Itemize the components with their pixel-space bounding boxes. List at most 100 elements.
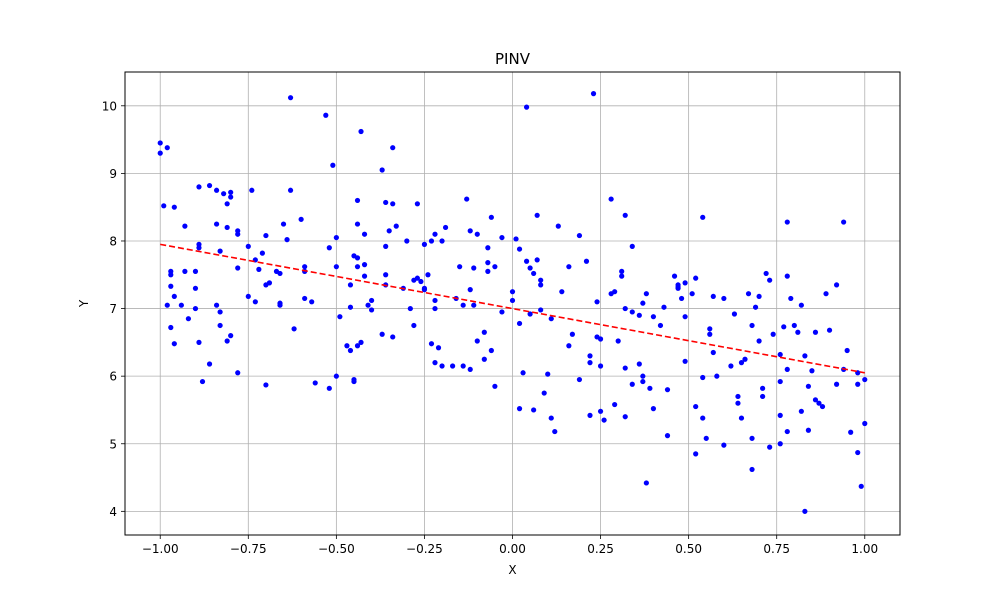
data-point [833,381,840,387]
y-tick-label: 4 [109,505,117,519]
data-point [777,412,783,418]
data-point [192,268,199,274]
data-point [213,187,220,193]
data-point [612,401,618,408]
y-tick-label: 9 [109,167,117,181]
data-point [538,307,544,313]
data-point [368,297,375,304]
data-point [256,266,262,272]
data-point [277,270,283,277]
data-point [245,243,251,249]
data-point [481,356,487,362]
data-point [678,295,685,302]
data-point [738,360,745,366]
data-point [576,232,583,239]
data-point [693,275,699,281]
data-point [833,282,840,288]
data-point [228,333,234,339]
data-point [354,264,361,270]
data-point [221,191,227,197]
x-axis-label: X [508,563,516,577]
data-point [784,366,790,373]
data-point [192,285,199,291]
data-point [333,234,339,241]
data-point [347,282,354,288]
data-point [587,412,593,418]
data-point [393,223,399,229]
x-tick-label: −1.00 [142,542,179,556]
data-point [432,231,438,237]
data-point [788,295,794,302]
data-point [439,363,445,369]
data-point [361,273,368,279]
data-point [812,397,819,403]
data-point [263,232,269,239]
data-point [650,406,657,412]
data-point [499,234,505,241]
x-tick-label: 0.75 [763,542,790,556]
data-point [354,255,361,261]
data-point [798,408,804,414]
data-point [802,508,808,514]
data-point [576,376,583,383]
data-point [414,201,420,207]
data-point [682,314,688,320]
data-point [826,327,833,333]
data-point [358,339,364,345]
data-point [597,408,604,414]
data-point [823,291,829,297]
data-point [178,302,184,308]
data-point [812,329,819,335]
data-point [752,304,759,310]
data-point [738,415,745,421]
data-point [383,243,389,249]
data-point [594,299,600,305]
data-point [418,278,424,285]
data-point [196,245,202,251]
data-point [664,433,671,439]
data-point [361,231,368,237]
x-tick-label: 1.00 [851,542,878,556]
data-point [636,312,642,318]
data-point [798,302,804,308]
data-point [432,360,438,366]
data-point [326,245,332,251]
data-point [636,361,642,367]
data-point [531,407,537,413]
data-point [523,104,530,110]
data-point [671,273,678,279]
x-tick-label: −0.50 [318,542,355,556]
data-point [171,204,177,210]
data-point [467,228,473,234]
data-point [640,378,646,385]
data-point [516,320,523,327]
data-point [411,322,417,329]
data-point [333,373,339,379]
data-point [566,264,572,270]
data-point [791,322,797,329]
data-point [693,451,699,457]
data-point [777,378,783,385]
data-point [802,353,808,359]
data-point [597,336,604,342]
data-point [689,291,695,297]
data-point [425,272,431,278]
data-point [608,196,614,202]
data-point [161,203,167,209]
data-point [471,265,477,271]
data-point [354,197,361,204]
data-point [816,400,822,406]
data-point [330,162,336,168]
data-point [534,212,540,218]
plot-series [157,91,868,514]
data-point [157,140,163,146]
data-point [390,145,396,151]
data-point [432,297,438,304]
y-tick-label: 5 [109,437,117,451]
data-point [552,428,558,435]
data-point [622,414,628,420]
data-point [781,324,787,330]
data-point [534,257,540,263]
data-point [675,285,681,291]
data-point [421,287,428,293]
